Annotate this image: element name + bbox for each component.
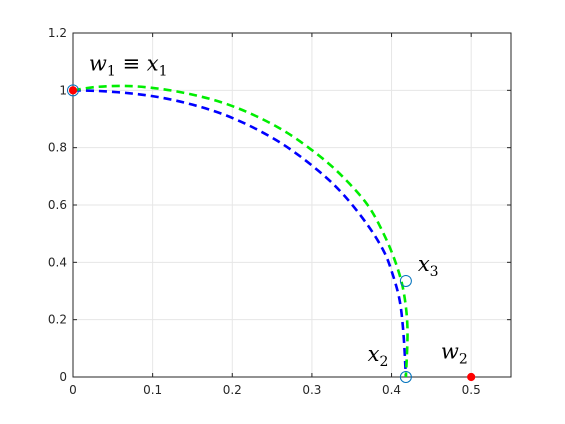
point-marker-circle (399, 274, 412, 287)
annotation-label: x3 (418, 252, 439, 280)
x-tick-label: 0.1 (143, 383, 162, 397)
point-marker-circle (67, 84, 79, 97)
y-tick-label: 0.2 (48, 313, 67, 327)
y-tick-label: 0 (59, 370, 67, 384)
x-tick-label: 0.5 (462, 383, 481, 397)
x-tick-label: 0 (69, 383, 77, 397)
series-line-2 (72, 84, 409, 378)
point-marker-circle (399, 371, 412, 383)
annotation-label: w1 ≡ x1 (89, 51, 168, 79)
x-tick-label: 0.2 (223, 383, 242, 397)
annotations: w1 ≡ x1 x3 x2 w2 (89, 51, 468, 370)
y-tick-label: 1.2 (48, 26, 67, 40)
series-line-1 (72, 89, 408, 378)
annotation-label: x2 (368, 342, 389, 370)
x-tick-label: 0.4 (382, 383, 401, 397)
y-tick-label: 1 (59, 83, 67, 97)
y-tick-label: 0.6 (48, 198, 67, 212)
series (72, 84, 409, 378)
tick-labels: 0 0.1 0.2 0.3 0.4 0.5 0 0.2 0.4 0.6 0.8 1 1.2 (48, 26, 481, 397)
points (67, 84, 476, 383)
grid (72, 32, 511, 378)
y-tick-label: 0.4 (48, 255, 67, 269)
annotation-label: w2 (441, 339, 468, 367)
y-tick-label: 0.8 (48, 141, 67, 155)
x-tick-label: 0.3 (302, 383, 321, 397)
point-marker-filled (68, 86, 78, 95)
point-marker-filled (467, 372, 476, 382)
